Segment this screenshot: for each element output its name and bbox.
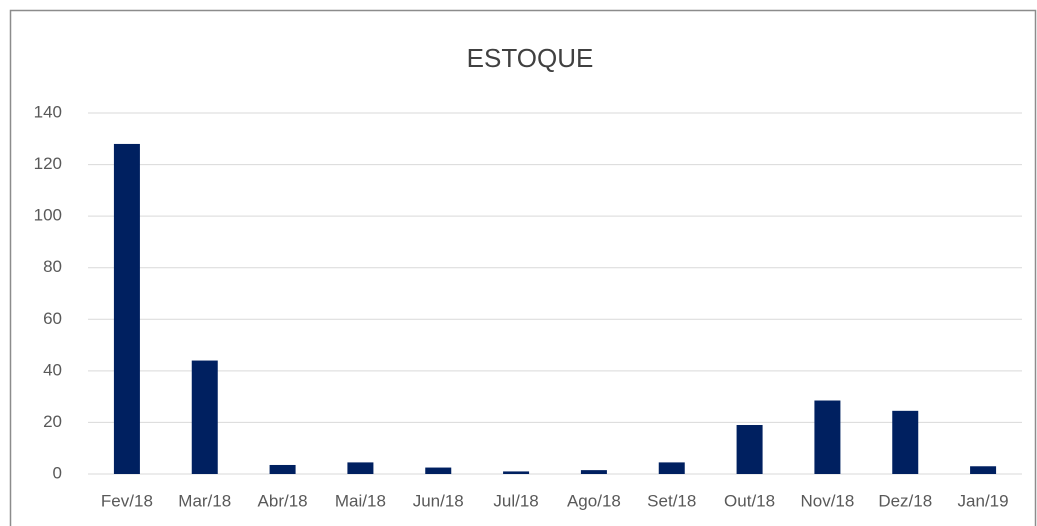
y-tick-label: 0 [53, 463, 62, 482]
x-tick-label: Jul/18 [493, 491, 538, 510]
bar [503, 471, 530, 474]
y-tick-label: 40 [43, 360, 62, 379]
y-tick-label: 100 [34, 206, 62, 225]
y-tick-label: 140 [34, 102, 62, 121]
x-tick-label: Nov/18 [800, 491, 854, 510]
x-tick-label: Set/18 [647, 491, 696, 510]
chart-title: ESTOQUE [467, 43, 594, 73]
y-tick-label: 120 [34, 154, 62, 173]
bar [191, 360, 218, 474]
bar [347, 462, 374, 474]
x-tick-label: Jun/18 [413, 491, 464, 510]
bar [580, 470, 607, 474]
bar [113, 143, 140, 474]
bar [736, 425, 763, 474]
bar [970, 466, 997, 474]
y-tick-label: 80 [43, 257, 62, 276]
bar [814, 400, 841, 474]
chart-frame [9, 9, 1037, 526]
x-tick-label: Dez/18 [878, 491, 932, 510]
x-tick-label: Abr/18 [258, 491, 308, 510]
bar [425, 467, 452, 474]
bar [658, 462, 685, 474]
x-tick-label: Ago/18 [567, 491, 621, 510]
x-tick-label: Mai/18 [335, 491, 386, 510]
x-tick-label: Mar/18 [178, 491, 231, 510]
x-tick-label: Jan/19 [958, 491, 1009, 510]
x-tick-label: Out/18 [724, 491, 775, 510]
y-tick-label: 60 [43, 309, 62, 328]
bar [269, 464, 296, 474]
x-tick-label: Fev/18 [101, 491, 153, 510]
bar [892, 410, 919, 474]
y-tick-label: 20 [43, 412, 62, 431]
